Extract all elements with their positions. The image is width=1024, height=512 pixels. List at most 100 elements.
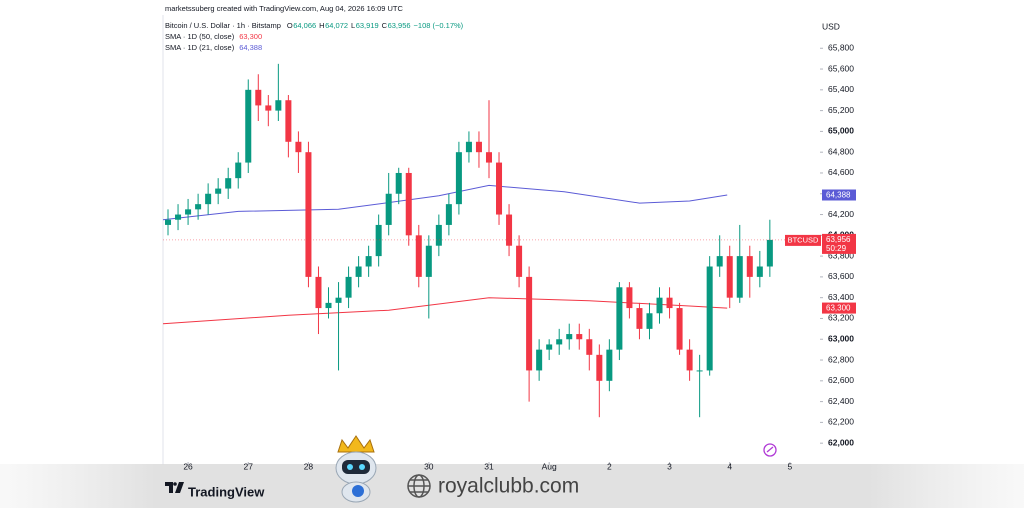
candle-body bbox=[696, 370, 703, 372]
y-tick-label: 62,800 bbox=[828, 354, 854, 364]
candle-body bbox=[235, 162, 242, 179]
x-tick-label: 31 bbox=[484, 461, 494, 471]
legend-title: Bitcoin / U.S. Dollar · 1h · Bitstamp bbox=[165, 21, 281, 30]
candle-body bbox=[245, 89, 252, 163]
candle-body bbox=[445, 204, 452, 225]
x-tick-label: 26 bbox=[183, 461, 193, 471]
legend-sma-value: 64,388 bbox=[239, 43, 262, 52]
ohlc-key: H bbox=[319, 21, 324, 30]
x-tick-label: 5 bbox=[788, 461, 793, 471]
replay-icon bbox=[763, 443, 777, 457]
candle-body bbox=[586, 339, 593, 355]
candle-body bbox=[656, 297, 663, 314]
candle-body bbox=[285, 100, 292, 142]
candle-body bbox=[766, 239, 773, 267]
candle-body bbox=[596, 354, 603, 381]
x-tick-label: 30 bbox=[424, 461, 434, 471]
x-tick-label: 3 bbox=[667, 461, 672, 471]
y-tick-label: 63,200 bbox=[828, 313, 854, 323]
candle-body bbox=[195, 204, 202, 210]
y-tick-label: 65,800 bbox=[828, 43, 854, 53]
candle-body bbox=[636, 308, 643, 329]
y-tick-label: 62,600 bbox=[828, 375, 854, 385]
globe-icon bbox=[407, 474, 431, 498]
candle-body bbox=[686, 349, 693, 371]
candle-body bbox=[736, 256, 743, 298]
y-tick-label: 65,200 bbox=[828, 105, 854, 115]
last-price-box bbox=[822, 233, 856, 254]
candle-body bbox=[626, 287, 633, 309]
y-tick-label: 65,000 bbox=[828, 126, 854, 136]
candle-body bbox=[485, 152, 493, 163]
candle-body bbox=[756, 266, 763, 277]
symbol-label: BTCUSD bbox=[788, 235, 819, 244]
candle-body bbox=[606, 349, 613, 381]
mascot bbox=[335, 435, 377, 503]
y-tick-label: 64,200 bbox=[828, 209, 854, 219]
legend-sma-name: SMA · 1D (50, close) bbox=[165, 32, 235, 41]
y-tick-label: 62,000 bbox=[828, 437, 854, 447]
brand-logo bbox=[165, 482, 184, 493]
y-tick-label: 63,800 bbox=[828, 250, 854, 260]
candle-body bbox=[325, 302, 332, 309]
x-tick-label: 28 bbox=[304, 461, 314, 471]
legend-sma-name: SMA · 1D (21, close) bbox=[165, 43, 235, 52]
candle-body bbox=[506, 214, 513, 246]
y-tick-label: 64,800 bbox=[828, 146, 854, 156]
axes: 62,000 62,200 62,400 62,600 62,800 63,000 63,2… bbox=[183, 43, 856, 471]
candle-body bbox=[726, 256, 733, 298]
x-tick-label: 27 bbox=[244, 461, 254, 471]
y-tick-label: 64,600 bbox=[828, 167, 854, 177]
ohlc-key: L bbox=[351, 21, 355, 30]
sma-line bbox=[162, 184, 728, 221]
candle-body bbox=[465, 141, 472, 153]
candle-body bbox=[305, 152, 312, 277]
ohlc-value: 64,072 bbox=[325, 21, 348, 30]
sma-value-box bbox=[822, 302, 856, 314]
candle-body bbox=[435, 224, 442, 246]
candle-body bbox=[646, 313, 653, 329]
candle-body bbox=[496, 162, 503, 215]
candle-body bbox=[205, 193, 212, 205]
candle-body bbox=[415, 235, 422, 277]
candle-body bbox=[255, 89, 262, 106]
y-tick-label: 65,400 bbox=[828, 84, 854, 94]
sma-value-box bbox=[822, 189, 856, 201]
candle-body bbox=[165, 219, 172, 225]
plot bbox=[162, 63, 820, 418]
candle-body bbox=[536, 349, 543, 371]
sma-line bbox=[162, 297, 728, 325]
countdown-label: 50:29 bbox=[826, 244, 847, 253]
y-tick-label: 62,200 bbox=[828, 417, 854, 427]
watermark: royalclubb.com bbox=[438, 475, 579, 498]
ohlc-value: 63,956 bbox=[388, 21, 411, 30]
y-tick-label: 63,600 bbox=[828, 271, 854, 281]
candle-body bbox=[295, 141, 302, 153]
candle-body bbox=[616, 287, 623, 350]
candle-body bbox=[365, 256, 372, 267]
change: −108 (−0.17%) bbox=[414, 21, 464, 30]
candle-body bbox=[225, 178, 232, 189]
candle-body bbox=[405, 172, 412, 236]
legend: Bitcoin / U.S. Dollar · 1h · Bitstamp O 64… bbox=[165, 21, 464, 52]
last-price-label: 63,956 bbox=[826, 235, 851, 244]
candle-body bbox=[676, 308, 683, 350]
legend-sma-value: 63,300 bbox=[239, 32, 262, 41]
candle-body bbox=[175, 214, 182, 220]
candle-body bbox=[265, 105, 272, 111]
ohlc-value: 63,919 bbox=[356, 21, 379, 30]
attribution: marketssuberg created with TradingView.c… bbox=[165, 4, 403, 13]
candle-body bbox=[335, 297, 342, 303]
y-tick-label: 63,000 bbox=[828, 333, 854, 343]
currency: USD bbox=[822, 21, 840, 31]
y-tick-label: 62,400 bbox=[828, 396, 854, 406]
ohlc-value: 64,066 bbox=[293, 21, 316, 30]
x-tick-label: 4 bbox=[727, 461, 732, 471]
candle-body bbox=[706, 266, 713, 371]
y-tick-label: 63,400 bbox=[828, 292, 854, 302]
candle-body bbox=[345, 276, 352, 298]
x-tick-label: 2 bbox=[607, 461, 612, 471]
candle-body bbox=[375, 224, 382, 257]
